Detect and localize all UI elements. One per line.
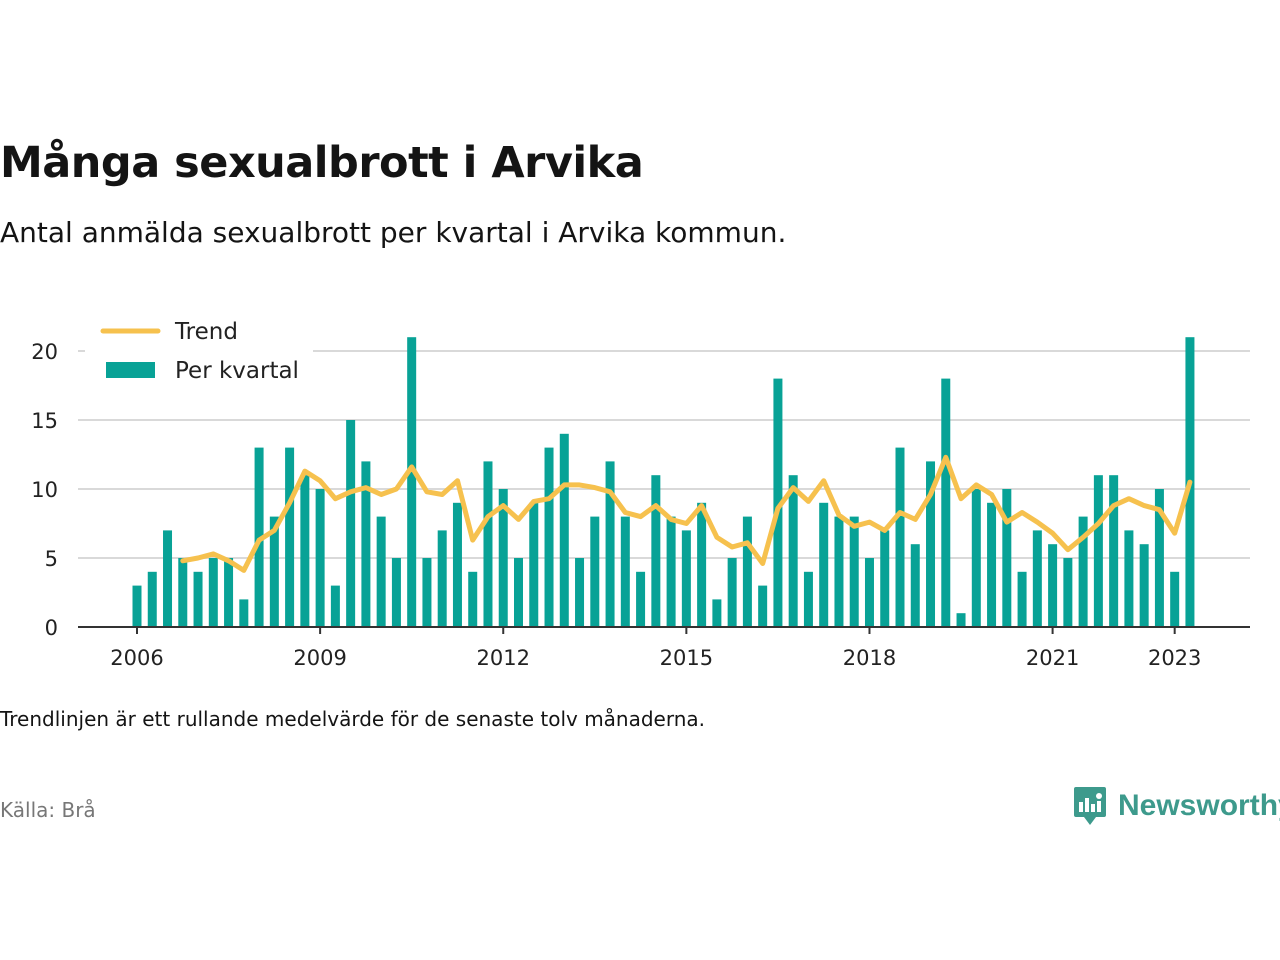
x-tick-label: 2021 xyxy=(1026,646,1079,670)
legend-bar-label: Per kvartal xyxy=(175,358,299,384)
bar xyxy=(819,502,829,627)
bar xyxy=(1124,530,1134,627)
bar xyxy=(1170,571,1180,627)
bar xyxy=(437,530,447,627)
bar xyxy=(498,489,508,627)
bar-series xyxy=(132,337,1195,627)
bar xyxy=(559,433,569,627)
x-tick-label: 2023 xyxy=(1148,646,1201,670)
bar xyxy=(1109,475,1119,627)
y-tick-label: 15 xyxy=(31,409,58,433)
bar xyxy=(1048,544,1058,627)
bar xyxy=(452,502,462,627)
bar xyxy=(391,558,401,627)
bar xyxy=(575,558,585,627)
bar xyxy=(712,599,722,627)
y-tick-label: 0 xyxy=(45,616,58,640)
x-tick-label: 2015 xyxy=(660,646,713,670)
bar xyxy=(681,530,691,627)
bar xyxy=(590,516,600,627)
bar xyxy=(147,571,157,627)
bar xyxy=(193,571,203,627)
bar xyxy=(926,461,936,627)
bar xyxy=(880,530,890,627)
bar xyxy=(1063,558,1073,627)
bar xyxy=(346,420,356,627)
bar xyxy=(407,337,417,627)
bar xyxy=(544,447,554,627)
bar xyxy=(895,447,905,627)
bar xyxy=(834,516,844,627)
bar xyxy=(727,558,737,627)
y-tick-label: 10 xyxy=(31,478,58,502)
newsworthy-logo-icon xyxy=(1074,787,1106,825)
bar xyxy=(224,558,234,627)
bar xyxy=(163,530,173,627)
bar xyxy=(803,571,813,627)
source-label: Källa: Brå xyxy=(0,798,96,822)
bar xyxy=(376,516,386,627)
bar xyxy=(605,461,615,627)
bar xyxy=(315,489,325,627)
bar xyxy=(742,516,752,627)
legend: Trend Per kvartal xyxy=(85,315,313,395)
bar xyxy=(941,378,951,627)
legend-trend-label: Trend xyxy=(174,319,238,345)
y-tick-label: 5 xyxy=(45,547,58,571)
bar xyxy=(971,489,981,627)
bar xyxy=(1032,530,1042,627)
bar xyxy=(468,571,478,627)
chart-canvas: 0 5 10 15 20 2006 2009 2012 2015 2018 2021 2023 Tr… xyxy=(31,315,1250,670)
x-tick-label: 2009 xyxy=(293,646,346,670)
bar xyxy=(330,585,340,627)
bar xyxy=(361,461,371,627)
bar xyxy=(1002,489,1012,627)
trend-series xyxy=(180,454,1193,573)
bar xyxy=(178,558,188,627)
bar xyxy=(758,585,768,627)
bar xyxy=(956,613,966,627)
legend-background xyxy=(85,315,313,395)
bar xyxy=(132,585,142,627)
chart-title: Många sexualbrott i Arvika xyxy=(0,138,644,188)
chart-subtitle: Antal anmälda sexualbrott per kvartal i … xyxy=(0,216,787,249)
bar xyxy=(422,558,432,627)
bar xyxy=(1078,516,1088,627)
bar xyxy=(864,558,874,627)
brand-name: Newsworthy xyxy=(1118,789,1280,822)
bar xyxy=(1017,571,1027,627)
bar xyxy=(636,571,646,627)
bar xyxy=(483,461,493,627)
bar xyxy=(285,447,295,627)
bar xyxy=(987,502,997,627)
bar xyxy=(788,475,798,627)
bar xyxy=(239,599,249,627)
bar xyxy=(300,475,310,627)
bar xyxy=(208,558,218,627)
trend-line xyxy=(180,454,1193,573)
bar xyxy=(666,516,676,627)
bar xyxy=(620,516,630,627)
bar xyxy=(1139,544,1149,627)
x-tick-label: 2018 xyxy=(843,646,896,670)
bar xyxy=(697,502,707,627)
bar xyxy=(529,502,539,627)
y-tick-label: 20 xyxy=(31,340,58,364)
bar xyxy=(849,516,859,627)
bar xyxy=(1154,489,1164,627)
x-axis: 2006 2009 2012 2015 2018 2021 2023 xyxy=(78,626,1250,670)
bar xyxy=(269,516,279,627)
bar xyxy=(1093,475,1103,627)
bar xyxy=(773,378,783,627)
bar xyxy=(514,558,523,627)
brand-logo[interactable]: Newsworthy xyxy=(1072,784,1280,828)
bar xyxy=(651,475,661,627)
bar xyxy=(910,544,920,627)
legend-bar-swatch xyxy=(106,362,155,378)
x-tick-label: 2006 xyxy=(110,646,163,670)
x-tick-label: 2012 xyxy=(477,646,530,670)
footnote: Trendlinjen är ett rullande medelvärde f… xyxy=(0,707,706,731)
